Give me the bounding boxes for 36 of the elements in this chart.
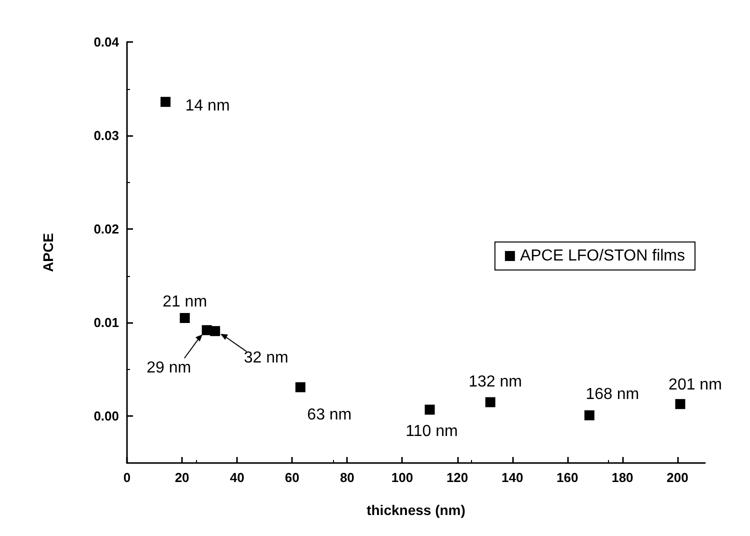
annotation: 32 nm [244, 350, 288, 367]
annotation: 29 nm [146, 360, 192, 377]
x-axis-title: thickness (nm) [366, 502, 466, 518]
point [485, 397, 496, 408]
annotation: 63 nm [307, 406, 352, 424]
x-tick-label: 160 [556, 470, 578, 485]
y-axis-title: APCE [40, 233, 56, 272]
point [295, 382, 306, 392]
x-tick-label: 80 [340, 470, 354, 485]
x-tick-label: 200 [666, 470, 688, 485]
x-tick-label: 100 [391, 470, 414, 485]
annotation: 21 nm [162, 293, 208, 310]
x-tick-label: 20 [174, 470, 190, 485]
point [424, 404, 435, 415]
x-tick-label: 120 [446, 470, 468, 485]
point [675, 399, 686, 410]
y-tick-label: 0.04 [94, 34, 120, 50]
annotation: 168 nm [586, 386, 640, 403]
point [160, 96, 171, 107]
x-tick-label: 60 [284, 470, 300, 485]
x-tick-label: 180 [612, 470, 634, 485]
point [210, 326, 220, 336]
y-tick-label: 0.02 [94, 222, 119, 237]
y-tick-label: 0.00 [94, 408, 119, 424]
annotation: 110 nm [406, 423, 458, 440]
y-tick-label: 0.01 [94, 315, 119, 330]
legend-label: APCE LFO/STON films [520, 248, 685, 264]
x-tick-label: 140 [501, 470, 524, 485]
point [584, 410, 594, 420]
annotation: 14 nm [185, 97, 230, 114]
annotation: 201 nm [668, 376, 722, 394]
point [180, 312, 190, 323]
x-tick-label: 0 [123, 470, 131, 485]
annotation: 132 nm [468, 374, 522, 391]
x-tick-label: 40 [230, 470, 244, 485]
y-tick-label: 0.03 [94, 128, 119, 144]
